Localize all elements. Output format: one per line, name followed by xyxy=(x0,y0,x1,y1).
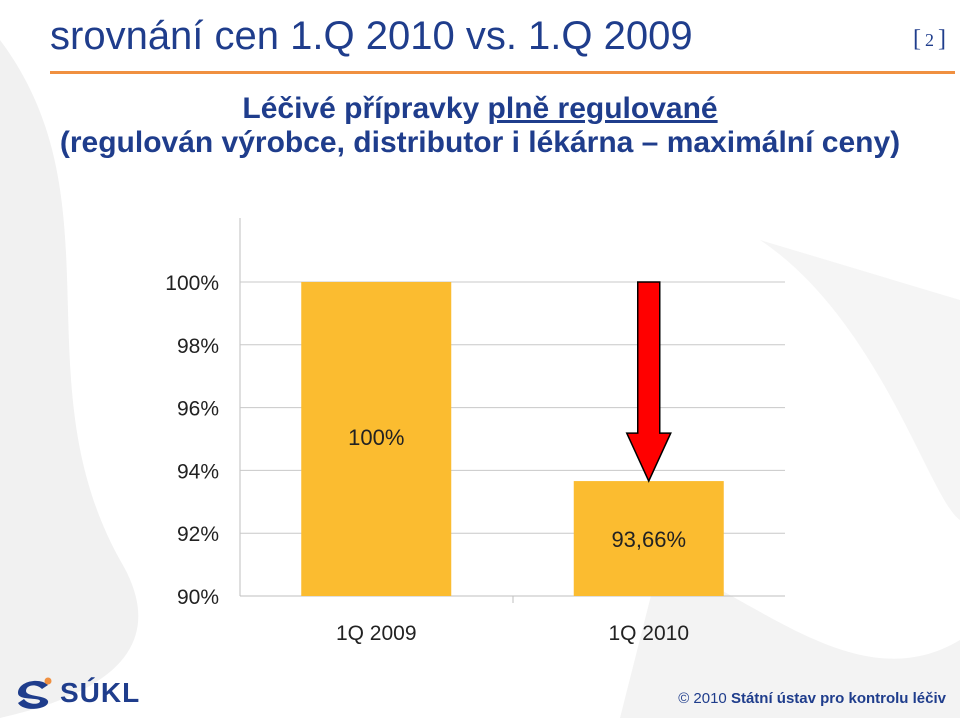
y-tick-label: 98% xyxy=(177,335,219,358)
y-tick-label: 94% xyxy=(177,460,219,483)
slide-subtitle: Léčivé přípravky plně regulované (regulo… xyxy=(0,92,960,160)
footer-copyright: © 2010 xyxy=(678,690,727,707)
title-underline-rule xyxy=(50,71,955,74)
x-tick-label: 1Q 2010 xyxy=(608,622,689,645)
page-bracket-open: [ xyxy=(913,26,921,52)
slide-title: srovnání cen 1.Q 2010 vs. 1.Q 2009 xyxy=(50,14,693,58)
y-tick-label: 96% xyxy=(177,398,219,421)
subtitle-line-1: Léčivé přípravky plně regulované xyxy=(0,92,960,126)
y-tick-label: 92% xyxy=(177,523,219,546)
x-tick-label: 1Q 2009 xyxy=(336,622,417,645)
y-tick-label: 90% xyxy=(177,586,219,609)
subtitle-line-2: (regulován výrobce, distributor i lékárn… xyxy=(59,126,901,159)
page-bracket-close: ] xyxy=(938,26,946,52)
page-number: [2] xyxy=(913,26,946,53)
page-number-value: 2 xyxy=(925,30,934,50)
down-arrow-annotation xyxy=(625,281,672,483)
bar xyxy=(301,282,452,596)
footer: © 2010 Státní ústav pro kontrolu léčiv xyxy=(678,690,946,707)
sukl-logo-icon xyxy=(18,677,52,709)
sukl-logo: SÚKL xyxy=(14,673,140,713)
sukl-logo-text: SÚKL xyxy=(60,677,141,708)
data-label: 93,66% xyxy=(611,527,686,552)
y-tick-label: 100% xyxy=(165,272,219,295)
data-label: 100% xyxy=(348,425,404,450)
subtitle-underlined: plně regulované xyxy=(487,92,718,125)
bar xyxy=(573,481,724,596)
footer-org: Státní ústav pro kontrolu léčiv xyxy=(730,690,946,707)
subtitle-prefix: Léčivé přípravky xyxy=(242,92,488,125)
